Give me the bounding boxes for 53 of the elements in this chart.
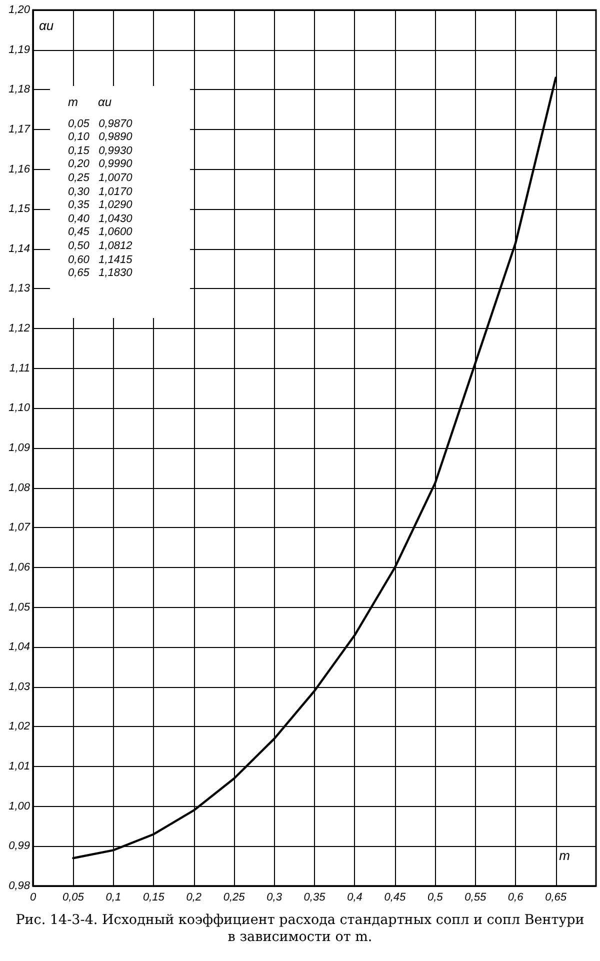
y-tick-label: 1,09 — [8, 442, 30, 454]
x-tick-label: 0,1 — [106, 892, 122, 904]
annotation: 0,60 1,1415 — [68, 254, 134, 268]
annotation: 0,40 1,0430 — [68, 212, 134, 226]
x-tick-label: 0,2 — [186, 892, 202, 904]
annotation: 0,65 1,1830 — [68, 267, 134, 281]
annotation: 0,15 0,9930 — [68, 144, 134, 158]
y-tick-label: 1,04 — [8, 641, 30, 654]
y-tick-label: 1,08 — [8, 482, 31, 494]
y-tick-label: 1,05 — [8, 601, 31, 614]
y-tick-label: 1,15 — [8, 203, 31, 216]
x-axis-title: m — [559, 848, 570, 863]
y-tick-label: 1,13 — [8, 282, 31, 295]
y-axis-title: αи — [39, 18, 54, 33]
y-tick-label: 1,11 — [9, 362, 30, 374]
y-tick-label: 1,07 — [8, 522, 31, 534]
x-tick-label: 0,05 — [62, 892, 85, 904]
x-tick-label: 0,4 — [347, 892, 362, 904]
annotation: 0,20 0,9990 — [68, 158, 134, 172]
x-tick-label: 0,55 — [464, 892, 487, 904]
annotation: m αи — [68, 95, 113, 110]
annotation: 0,30 1,0170 — [68, 186, 134, 200]
y-tick-label: 1,12 — [8, 322, 30, 335]
y-tick-label: 0,98 — [8, 880, 31, 892]
y-tick-label: 1,18 — [8, 84, 31, 96]
x-tick-label: 0,3 — [266, 892, 283, 904]
annotation: 0,05 0,9870 — [68, 118, 134, 132]
text: Рис. 14-3-4. Исходный коэффициент расхода стандартных сопл и сопл Вентури в зависимости от m. — [14, 912, 586, 946]
y-tick-label: 1,17 — [8, 123, 31, 136]
x-tick-label: 0,35 — [304, 892, 326, 904]
y-tick-label: 1,00 — [8, 800, 31, 812]
y-tick-label: 1,16 — [8, 163, 31, 176]
y-tick-label: 1,10 — [8, 402, 31, 414]
annotation: 0,10 0,9890 — [68, 131, 134, 145]
annotation: 0,25 1,0070 — [68, 172, 134, 186]
y-tick-label: 1,01 — [8, 760, 30, 773]
x-tick-label: 0 — [30, 892, 37, 904]
x-tick-label: 0,45 — [384, 892, 407, 904]
x-tick-label: 0,15 — [142, 892, 166, 904]
y-tick-label: 0,99 — [8, 840, 30, 852]
y-tick-label: 1,14 — [8, 242, 30, 255]
annotation: 0,45 1,0600 — [68, 226, 134, 240]
y-tick-label: 1,06 — [8, 561, 31, 574]
x-tick-label: 0,65 — [545, 892, 568, 904]
y-tick-label: 1,02 — [8, 720, 30, 733]
x-tick-label: 0,6 — [508, 892, 524, 904]
annotation: 0,50 1,0812 — [68, 240, 134, 254]
y-tick-label: 1,20 — [8, 4, 31, 16]
x-tick-label: 0,25 — [223, 892, 246, 904]
annotation: 0,35 1,0290 — [68, 199, 134, 213]
x-tick-label: 0,5 — [427, 892, 444, 904]
y-tick-label: 1,19 — [8, 44, 30, 56]
y-tick-label: 1,03 — [8, 680, 31, 693]
